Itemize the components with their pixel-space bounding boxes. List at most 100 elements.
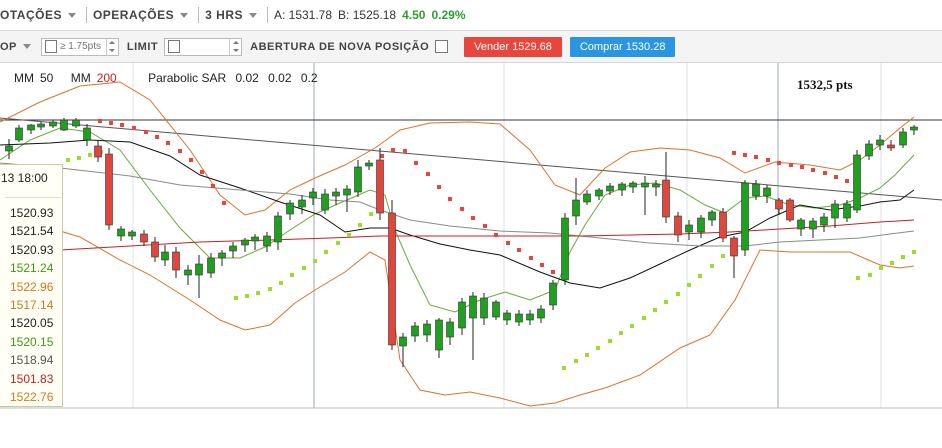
candlestick[interactable]: [480, 293, 488, 325]
candlestick[interactable]: [515, 310, 523, 326]
candlestick[interactable]: [172, 247, 180, 278]
limit-input[interactable]: [183, 41, 230, 52]
candlestick[interactable]: [446, 318, 454, 345]
candlestick[interactable]: [458, 298, 466, 335]
stepper-arrows[interactable]: [229, 38, 241, 55]
candlestick[interactable]: [741, 180, 749, 256]
candlestick[interactable]: [27, 124, 35, 134]
candlestick[interactable]: [229, 242, 237, 258]
candlestick[interactable]: [492, 300, 500, 320]
candlestick[interactable]: [354, 160, 362, 197]
candlestick[interactable]: [887, 140, 895, 151]
candlestick[interactable]: [809, 218, 817, 238]
candlestick[interactable]: [583, 190, 591, 205]
candlestick[interactable]: [641, 176, 649, 215]
candlestick[interactable]: [140, 230, 148, 246]
arrow-down-icon[interactable]: [109, 49, 116, 52]
cotacoes-menu[interactable]: OTAÇÕES: [0, 8, 84, 22]
candlestick[interactable]: [399, 333, 407, 367]
candlestick[interactable]: [83, 124, 91, 146]
candlestick[interactable]: [207, 253, 215, 278]
arrow-up-icon[interactable]: [109, 41, 116, 44]
candlestick[interactable]: [662, 152, 670, 223]
candlestick[interactable]: [309, 188, 317, 205]
candlestick[interactable]: [629, 181, 637, 193]
candlestick[interactable]: [697, 215, 705, 238]
limit-checkbox[interactable]: [168, 40, 181, 53]
candlestick[interactable]: [708, 210, 716, 226]
candlestick[interactable]: [298, 195, 306, 214]
candlestick[interactable]: [105, 148, 113, 230]
candlestick[interactable]: [241, 238, 249, 252]
candlestick[interactable]: [763, 185, 771, 203]
candlestick[interactable]: [899, 128, 907, 148]
candlestick[interactable]: [876, 135, 884, 150]
candlestick[interactable]: [184, 265, 192, 285]
candlestick[interactable]: [423, 320, 431, 342]
candlestick[interactable]: [618, 182, 626, 196]
candlestick[interactable]: [910, 125, 918, 135]
candlestick[interactable]: [843, 200, 851, 222]
candlestick[interactable]: [263, 232, 271, 252]
candlestick[interactable]: [5, 139, 13, 159]
price-chart[interactable]: [0, 63, 942, 448]
candlestick[interactable]: [332, 188, 340, 205]
candlestick[interactable]: [786, 198, 794, 222]
candlestick[interactable]: [730, 236, 738, 278]
candlestick[interactable]: [49, 120, 57, 128]
candlestick[interactable]: [831, 200, 839, 228]
candlestick[interactable]: [94, 140, 102, 162]
candlestick[interactable]: [117, 226, 125, 241]
candlestick[interactable]: [752, 180, 760, 200]
candlestick[interactable]: [775, 198, 783, 215]
stop-checkbox[interactable]: [44, 40, 57, 53]
candlestick[interactable]: [652, 180, 660, 196]
candlestick[interactable]: [251, 234, 259, 250]
stop-distance-input[interactable]: [59, 41, 106, 52]
candlestick[interactable]: [72, 118, 80, 128]
operacoes-menu[interactable]: OPERAÇÕES: [93, 8, 196, 22]
candlestick[interactable]: [797, 218, 805, 236]
candlestick[interactable]: [376, 148, 384, 220]
candlestick[interactable]: [526, 310, 534, 325]
candlestick[interactable]: [595, 188, 603, 200]
candlestick[interactable]: [503, 310, 511, 325]
sell-button[interactable]: Vender 1529.68: [464, 36, 562, 57]
candlestick[interactable]: [820, 213, 828, 232]
candlestick[interactable]: [469, 292, 477, 360]
candlestick[interactable]: [388, 200, 396, 350]
candlestick[interactable]: [128, 230, 136, 240]
candlestick[interactable]: [674, 212, 682, 242]
candlestick[interactable]: [719, 208, 727, 242]
candlestick[interactable]: [286, 200, 294, 220]
candlestick[interactable]: [321, 189, 329, 214]
candlestick[interactable]: [435, 318, 443, 358]
candlestick[interactable]: [15, 125, 23, 142]
arrow-up-icon[interactable]: [232, 41, 239, 44]
stepper-arrows[interactable]: [105, 38, 118, 55]
buy-button[interactable]: Comprar 1530.28: [569, 36, 676, 57]
candlestick[interactable]: [218, 250, 226, 266]
candlestick[interactable]: [685, 220, 693, 240]
candlestick[interactable]: [549, 280, 557, 310]
candlestick[interactable]: [60, 118, 68, 131]
candlestick[interactable]: [572, 178, 580, 225]
candlestick[interactable]: [274, 212, 282, 250]
candlestick[interactable]: [606, 183, 614, 195]
chevron-down-icon[interactable]: [22, 44, 31, 49]
trend-line[interactable]: [0, 117, 942, 201]
timeframe-select[interactable]: 3 HRS: [205, 8, 265, 22]
candlestick[interactable]: [853, 150, 861, 213]
candlestick[interactable]: [365, 160, 373, 170]
candlestick[interactable]: [537, 305, 545, 323]
candlestick[interactable]: [37, 122, 45, 130]
candlestick[interactable]: [161, 245, 169, 266]
arrow-down-icon[interactable]: [232, 49, 239, 52]
candlestick[interactable]: [561, 213, 569, 285]
candlestick[interactable]: [865, 140, 873, 160]
new-position-checkbox[interactable]: [435, 40, 449, 53]
candlestick[interactable]: [343, 185, 351, 212]
candlestick[interactable]: [151, 237, 159, 262]
candlestick[interactable]: [411, 322, 419, 342]
candlestick[interactable]: [195, 255, 203, 298]
